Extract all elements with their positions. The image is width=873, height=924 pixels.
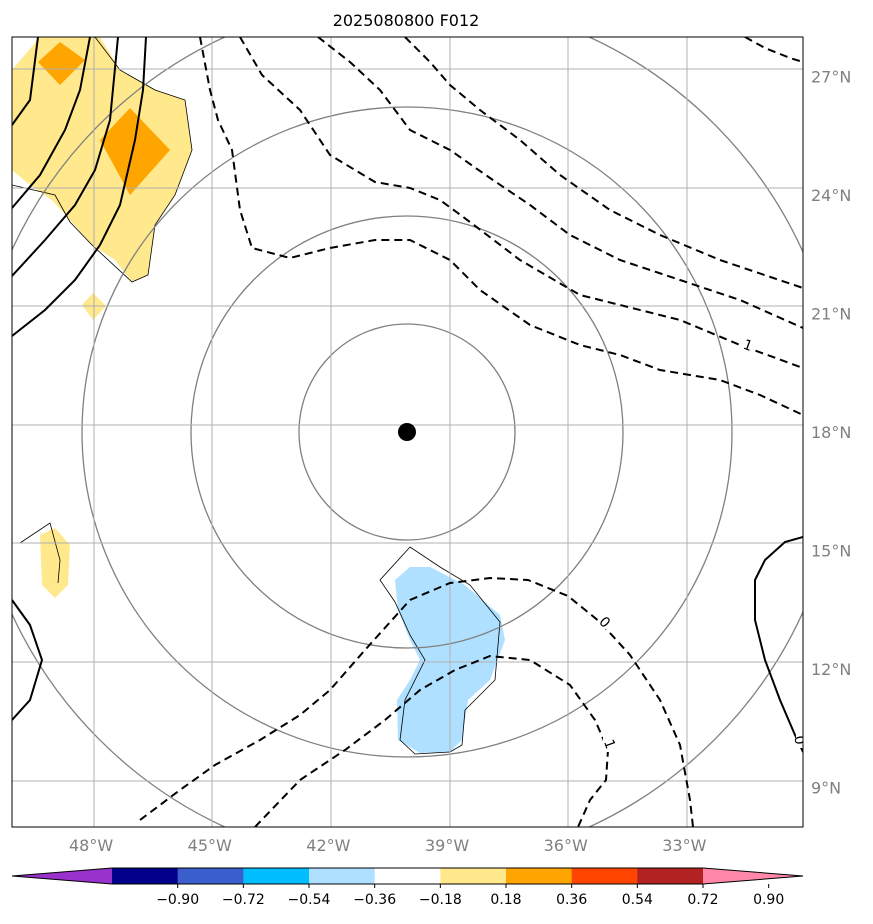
solid-contours [12, 37, 803, 753]
colorbar-outline [11, 867, 804, 885]
y-tick-label: 21°N [811, 305, 851, 324]
colorbar-extend-high [703, 868, 803, 884]
y-tick-label: 27°N [811, 68, 851, 87]
contour-labels: 1 0 1 0 [595, 337, 807, 752]
shaded-field [12, 37, 505, 753]
y-tick-label: 24°N [811, 186, 851, 205]
y-tick-label: 9°N [811, 779, 841, 798]
colorbar-segment [637, 868, 704, 884]
x-tick-label: 36°W [544, 836, 588, 855]
y-axis-labels: 9°N 12°N 15°N 18°N 21°N 24°N 27°N [811, 68, 851, 798]
colorbar-tick-label: −0.54 [288, 892, 331, 908]
colorbar: −0.90 −0.72 −0.54 −0.36 −0.18 0.18 0.36 0.54 0.7… [11, 867, 804, 908]
colorbar-tick-label: 0.36 [556, 892, 587, 908]
x-tick-label: 45°W [188, 836, 232, 855]
colorbar-extend-low [12, 868, 112, 884]
chart-title: 2025080800 F012 [333, 11, 480, 30]
colorbar-tick-label: 0.54 [622, 892, 653, 908]
dashed-contours [139, 37, 803, 827]
colorbar-tick-label: −0.90 [156, 892, 199, 908]
y-tick-label: 15°N [811, 542, 851, 561]
colorbar-tick-label: −0.72 [222, 892, 265, 908]
colorbar-tick-label: 0.90 [753, 892, 784, 908]
x-axis-labels: 48°W 45°W 42°W 39°W 36°W 33°W [69, 836, 707, 855]
x-tick-label: 42°W [306, 836, 350, 855]
x-tick-label: 39°W [425, 836, 469, 855]
contour-label: 0 [790, 734, 807, 746]
x-tick-label: 33°W [662, 836, 706, 855]
colorbar-tick-label: −0.18 [419, 892, 462, 908]
colorbar-segment [177, 868, 244, 884]
colorbar-segment [440, 868, 507, 884]
y-tick-label: 18°N [811, 423, 851, 442]
colorbar-tick-label: 0.18 [490, 892, 521, 908]
colorbar-segment [571, 868, 638, 884]
colorbar-segment [243, 868, 310, 884]
x-tick-label: 48°W [69, 836, 113, 855]
colorbar-segment [374, 868, 441, 884]
storm-center-marker [398, 423, 416, 441]
colorbar-segment [112, 868, 179, 884]
colorbar-segment [506, 868, 573, 884]
colorbar-segment [309, 868, 376, 884]
colorbar-tick-label: −0.36 [353, 892, 396, 908]
plot-frame [11, 36, 804, 828]
range-rings [12, 37, 803, 827]
colorbar-tick-label: 0.72 [687, 892, 718, 908]
y-tick-label: 12°N [811, 660, 851, 679]
